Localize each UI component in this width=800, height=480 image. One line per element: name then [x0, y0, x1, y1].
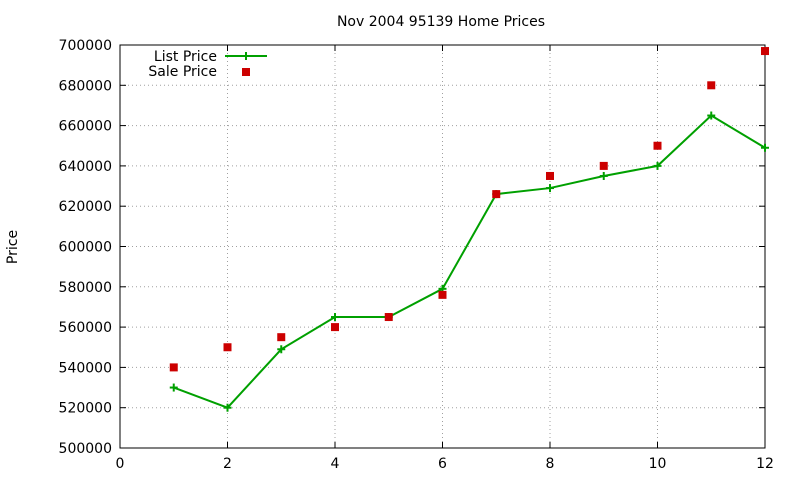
grid	[120, 45, 765, 448]
legend-marker-sale-price	[242, 68, 250, 76]
sale-price-point	[384, 313, 393, 322]
list-price-point	[653, 161, 662, 170]
y-tick-label: 640000	[59, 159, 112, 175]
list-price-point	[761, 143, 769, 152]
y-tick-label: 580000	[59, 280, 112, 296]
x-tick-label: 4	[331, 456, 340, 472]
sale-price-point	[492, 190, 501, 199]
sale-price-point	[169, 363, 178, 372]
sale-price-point	[331, 323, 339, 332]
y-tick-label: 680000	[59, 78, 112, 94]
list-price-point	[277, 345, 286, 354]
y-tick-label: 620000	[59, 199, 112, 215]
x-tick-label: 8	[546, 456, 555, 472]
x-tick-label: 6	[438, 456, 447, 472]
legend-label-list-price: List Price	[154, 49, 217, 65]
sale-price-point	[277, 333, 286, 342]
x-tick-label: 10	[649, 456, 667, 472]
y-tick-label: 540000	[59, 360, 112, 376]
x-tick-label: 2	[223, 456, 232, 472]
y-tick-label: 560000	[59, 320, 112, 336]
y-tick-label: 500000	[59, 441, 112, 457]
sale-price-point	[653, 141, 662, 150]
series-layer	[169, 47, 769, 412]
list-price-point	[223, 403, 232, 412]
legend-label-sale-price: Sale Price	[148, 64, 217, 80]
list-price-line	[173, 114, 766, 409]
chart-title: Nov 2004 95139 Home Prices	[337, 14, 545, 30]
list-price-point	[169, 383, 178, 392]
sale-price-point	[223, 343, 232, 352]
list-price-point	[599, 171, 608, 180]
sale-price-point	[761, 47, 769, 56]
y-axis-label: Price	[5, 230, 21, 264]
list-price-point	[331, 313, 339, 322]
y-tick-label: 600000	[59, 240, 112, 256]
sale-price-point	[438, 290, 447, 299]
sale-price-point	[599, 161, 608, 170]
x-tick-label: 12	[756, 456, 774, 472]
y-tick-label: 520000	[59, 401, 112, 417]
axis-ticks: 0 2 4 6 8 10 12 500000 520000 540000 560000 580000 6…	[59, 38, 774, 472]
legend-marker-list-price	[242, 52, 250, 60]
list-price-point	[707, 111, 716, 120]
list-price-point	[546, 184, 554, 193]
sale-price-point	[546, 171, 554, 180]
x-tick-label: 0	[116, 456, 125, 472]
sale-price-point	[707, 81, 716, 90]
y-tick-label: 660000	[59, 119, 112, 135]
y-tick-label: 700000	[59, 38, 112, 54]
